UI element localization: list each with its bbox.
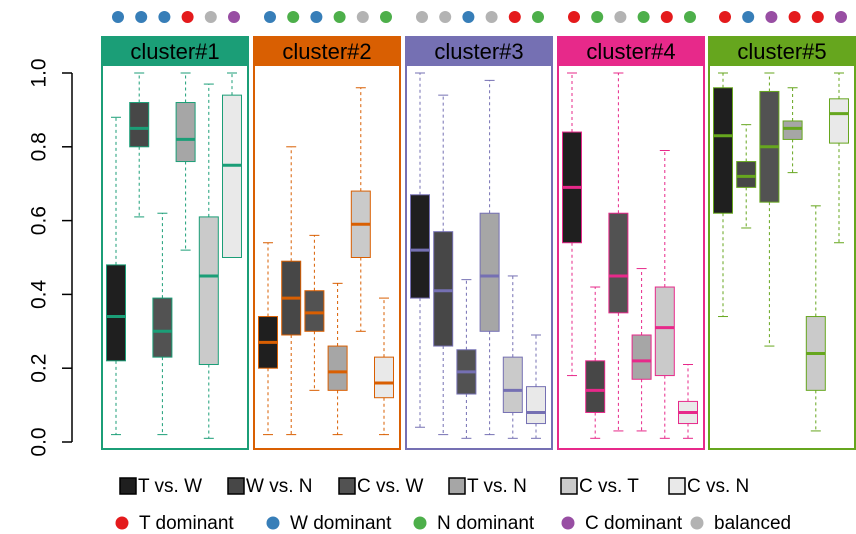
y-tick-label: 0.8 [28,132,51,161]
legend-swatch [668,477,686,495]
panel-header [102,37,248,66]
box [736,161,757,188]
box [304,290,325,332]
legend-label: C dominant [585,513,683,534]
panel-header [254,37,400,66]
box [106,264,126,362]
box [829,98,849,144]
panel-header [709,37,855,66]
panel-frame [101,36,249,450]
dominance-dot [660,11,673,23]
panel-frame [253,36,401,450]
dominance-dot [811,11,824,23]
panel-header [406,37,552,66]
panel-title: cluster#2 [282,39,371,64]
dominance-dot [788,11,801,23]
box [327,345,348,391]
legend-swatch [338,477,356,495]
dominance-dot [380,11,392,23]
box [502,356,523,413]
dominance-dot [591,11,604,23]
box [374,356,394,399]
box [608,212,629,314]
legend-dot [266,516,280,530]
panel-header [558,37,704,66]
y-tick-label: 0.6 [28,206,51,235]
dominance-dot [228,11,240,23]
panel-frame [557,36,705,450]
box [585,360,606,413]
panel-title: cluster#3 [434,39,523,64]
dominance-dot [135,11,148,23]
panel-frame [405,36,553,450]
dominance-dot [508,11,521,23]
legend-label: C vs. W [357,476,424,497]
box [631,334,652,380]
panel-title: cluster#4 [586,39,675,64]
dominance-dot [637,11,650,23]
dominance-dot [719,11,731,23]
legend-label: W dominant [290,513,392,534]
box [713,87,733,214]
y-tick-label: 0.2 [28,354,51,383]
legend-label: T vs. W [138,476,202,497]
legend-label: C vs. T [579,476,639,497]
box [526,386,546,425]
dominance-dot [158,11,171,23]
panel-frame [708,36,856,450]
dominance-dot [742,11,755,23]
box [222,94,242,258]
panel-title: cluster#5 [737,39,826,64]
box [152,297,173,358]
box [479,212,500,332]
dominance-dot [614,11,627,23]
legend-label: C vs. N [687,476,749,497]
dominance-dot [310,11,323,23]
legend-dot [413,516,427,530]
box [175,102,196,163]
dominance-dot [439,11,452,23]
dominance-dot [264,11,276,23]
dominance-dot [462,11,475,23]
dominance-dot [835,11,847,23]
dominance-dot [485,11,498,23]
box [433,231,454,347]
box [654,286,675,377]
legend-swatch [227,477,245,495]
legend-swatch [119,477,137,495]
y-tick-label: 1.0 [28,58,51,87]
dominance-dot [333,11,346,23]
legend-label: T dominant [139,513,234,534]
legend-dot [115,516,129,530]
y-tick-label: 0.0 [28,427,51,456]
legend-label: balanced [714,513,791,534]
box [129,102,150,148]
dominance-dot [287,11,300,23]
box [782,120,803,140]
dominance-dot [765,11,778,23]
dominance-dot [204,11,217,23]
dominance-dot [416,11,428,23]
dominance-dot [181,11,194,23]
legend-label: W vs. N [246,476,313,497]
legend-swatch [448,477,466,495]
dominance-dot [356,11,369,23]
dominance-dot [568,11,580,23]
dominance-dot [112,11,124,23]
legend-dot [561,516,575,530]
legend-dot [690,516,704,530]
dominance-dot [532,11,544,23]
legend-swatch [560,477,578,495]
box [410,194,430,299]
legend-label: N dominant [437,513,535,534]
box [198,216,219,366]
legend-label: T vs. N [467,476,527,497]
y-tick-label: 0.4 [28,279,51,309]
panel-title: cluster#1 [130,39,219,64]
dominance-dot [684,11,696,23]
